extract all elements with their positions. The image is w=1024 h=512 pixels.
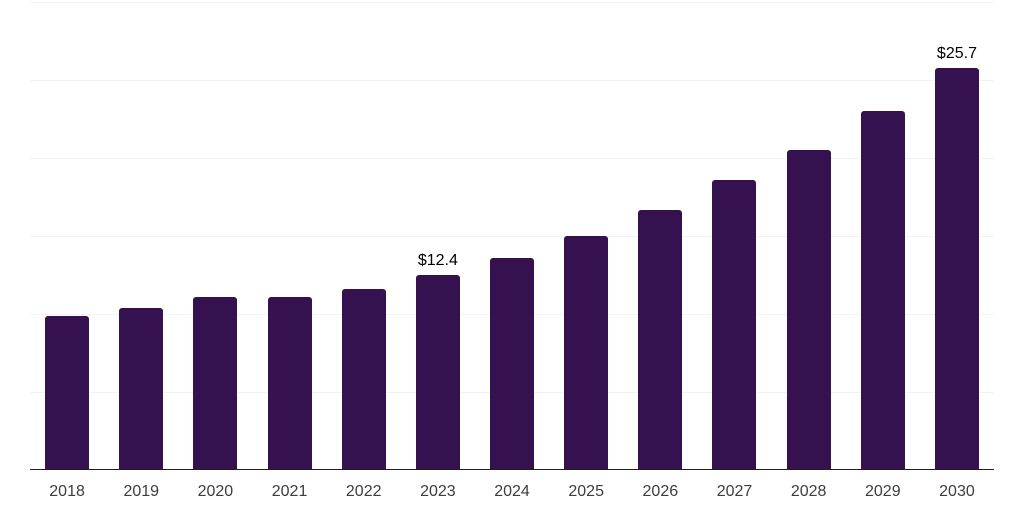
gridline: [30, 80, 994, 81]
bar-slot: [252, 0, 326, 469]
bar-slot: [772, 0, 846, 469]
bar-2028: [786, 150, 831, 469]
bar-slot: [475, 0, 549, 469]
plot-area: $12.4 $25.7: [30, 0, 994, 470]
bar-slot: [549, 0, 623, 469]
value-label-2030: $25.7: [936, 45, 977, 62]
bar-2025: [564, 236, 609, 469]
bar-slot: [697, 0, 771, 469]
x-tick-label-2020: 2020: [197, 483, 234, 500]
gridline: [30, 2, 994, 3]
x-tick-label-2025: 2025: [568, 483, 604, 500]
bar-2021: [267, 297, 312, 469]
bar-slot: [623, 0, 697, 469]
gridline: [30, 158, 994, 159]
x-tick-label-2024: 2024: [494, 483, 530, 500]
x-tick-label-2029: 2029: [865, 483, 901, 500]
x-tick-label-2026: 2026: [642, 483, 679, 500]
bar-slot: [178, 0, 252, 469]
x-axis-labels: 2018 2019 2020 2021 2022 2023 2024 2025 2026 2027…: [30, 483, 994, 501]
bar-2023: $12.4: [415, 253, 460, 469]
x-tick-label-2030: 2030: [939, 483, 975, 500]
bar-2027: [712, 180, 757, 469]
bars-container: $12.4 $25.7: [30, 0, 994, 469]
bar-slot: [327, 0, 401, 469]
bar-2029: [860, 111, 905, 469]
x-tick-label-2018: 2018: [49, 483, 85, 500]
bar-2024: [490, 258, 535, 469]
bar-slot: $25.7: [920, 0, 994, 469]
x-tick-label-2019: 2019: [123, 483, 160, 500]
bar-slot: [30, 0, 104, 469]
bar-2030: $25.7: [934, 46, 979, 469]
gridline: [30, 236, 994, 237]
x-tick-label-2022: 2022: [345, 483, 382, 500]
bar-slot: $12.4: [401, 0, 475, 469]
x-tick-label-2023: 2023: [420, 483, 456, 500]
bar-2020: [193, 297, 238, 469]
x-tick-label-2028: 2028: [790, 483, 827, 500]
bar-2018: [45, 316, 90, 469]
x-tick-label-2027: 2027: [716, 483, 753, 500]
bar-slot: [846, 0, 920, 469]
bar-2026: [638, 210, 683, 469]
bar-2019: [119, 308, 164, 469]
bar-2022: [341, 289, 386, 469]
x-tick-label-2021: 2021: [271, 483, 308, 500]
bar-slot: [104, 0, 178, 469]
value-label-2023: $12.4: [417, 252, 458, 269]
